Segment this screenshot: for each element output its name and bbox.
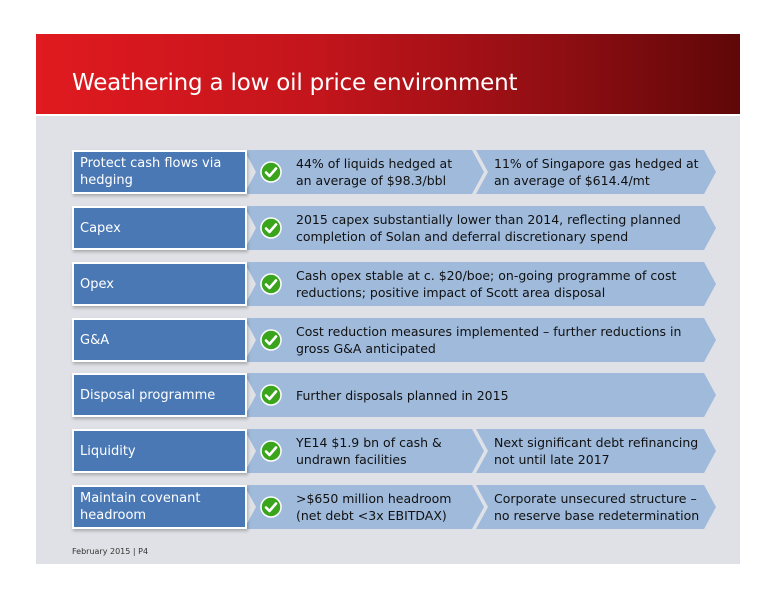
row-label: Protect cash flows via hedging [72,150,247,194]
check-circle-icon [260,496,282,518]
item-text: Corporate unsecured structure – no reser… [494,491,700,523]
item-text: YE14 $1.9 bn of cash & undrawn facilitie… [296,435,442,467]
chevron-1 [244,429,484,473]
row-label: Disposal programme [72,373,247,417]
footer: February 2015 | P4 [72,547,149,556]
row-label-text: G&A [80,332,110,348]
slide-header: Weathering a low oil price environment [36,34,740,114]
check-circle-icon [260,440,282,462]
row-label-text: Maintain covenant headroom [80,491,201,523]
item-text: Cash opex stable at c. $20/boe; on-going… [296,268,677,300]
row-label: Opex [72,262,247,306]
check-circle-icon [260,161,282,183]
chevron-1 [244,206,716,250]
check-circle-icon [260,384,282,406]
chevron-2 [476,429,716,473]
row-disposal-programme: Further disposals planned in 2015 Disposa… [36,373,740,417]
row-protect-cash-flows-via-hedging: 44% of liquids hedged at an average of $… [36,150,740,194]
check-circle-icon [260,273,282,295]
chevron-1 [244,150,484,194]
slide: Weathering a low oil price environment 4… [36,34,740,564]
item-text: 2015 capex substantially lower than 2014… [296,212,681,244]
row-maintain-covenant-headroom: >$650 million headroom (net debt <3x EBI… [36,485,740,529]
row-label-text: Opex [80,276,114,292]
chevron-2 [476,150,716,194]
item-text: Cost reduction measures implemented – fu… [296,324,682,356]
item-text: Further disposals planned in 2015 [296,387,509,403]
row-label: Maintain covenant headroom [72,485,247,529]
row-capex: 2015 capex substantially lower than 2014… [36,206,740,250]
chevron-1 [244,485,484,529]
row-label: G&A [72,318,247,362]
chevron-1 [244,262,716,306]
row-label: Liquidity [72,429,247,473]
item-text: 11% of Singapore gas hedged at an averag… [494,156,699,188]
chevron-2 [476,485,716,529]
item-text: Next significant debt refinancing not un… [494,435,699,467]
row-label-text: Protect cash flows via hedging [80,156,222,188]
item-text: >$650 million headroom (net debt <3x EBI… [296,491,452,523]
row-g-a: Cost reduction measures implemented – fu… [36,318,740,362]
slide-title: Weathering a low oil price environment [72,70,518,96]
row-opex: Cash opex stable at c. $20/boe; on-going… [36,262,740,306]
header-divider [36,114,740,116]
row-label-text: Capex [80,220,121,236]
row-label-text: Liquidity [80,443,136,459]
item-text: 44% of liquids hedged at an average of $… [296,156,453,188]
row-liquidity: YE14 $1.9 bn of cash & undrawn facilitie… [36,429,740,473]
chevron-1 [244,318,716,362]
row-label: Capex [72,206,247,250]
row-label-text: Disposal programme [80,387,216,403]
chevron-1 [244,373,716,417]
check-circle-icon [260,329,282,351]
check-circle-icon [260,217,282,239]
